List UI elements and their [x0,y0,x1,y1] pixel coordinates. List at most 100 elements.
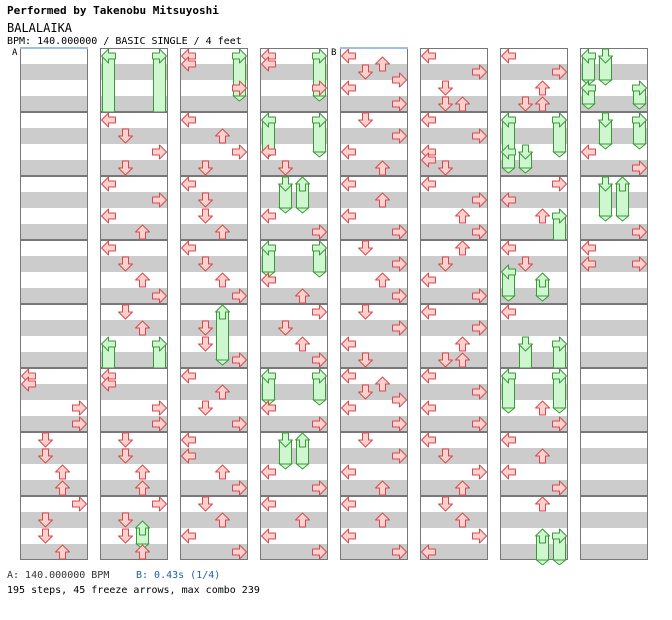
up-arrow-icon [55,480,70,496]
left-arrow-icon [261,240,276,256]
right-arrow-icon [232,416,247,432]
down-arrow-icon [278,432,293,448]
measure [420,48,488,112]
right-arrow-icon [472,224,487,240]
right-arrow-icon [232,480,247,496]
beat-stripe [580,416,648,432]
freeze-arrow-end [552,407,567,414]
measure-border [260,304,328,368]
measure-border [260,112,328,176]
beat-stripe [180,160,248,176]
measure-border [340,176,408,240]
beat-stripe [580,160,648,176]
beat-stripe [500,160,568,176]
measure-border [500,48,568,112]
left-arrow-icon [101,208,116,224]
right-arrow-icon [472,192,487,208]
measure [340,432,408,496]
down-arrow-icon [38,448,53,464]
beat-stripe [580,320,648,336]
measure [180,176,248,240]
freeze-arrow-end [632,143,647,150]
up-arrow-icon [215,304,230,320]
beat-stripe [100,224,168,240]
beat-stripe [20,160,88,176]
right-arrow-icon [232,352,247,368]
up-arrow-icon [455,512,470,528]
right-arrow-icon [552,336,567,352]
up-arrow-icon [295,336,310,352]
measure-border [180,304,248,368]
measure-border [20,368,88,432]
left-arrow-icon [261,368,276,384]
right-arrow-icon [392,392,407,408]
beat-stripe [580,192,648,208]
measure-border [20,176,88,240]
left-arrow-icon [21,376,36,392]
measure-border [340,304,408,368]
down-arrow-icon [598,176,613,192]
chart-stats: 195 steps, 45 freeze arrows, max combo 2… [7,585,260,596]
beat-stripe [500,544,568,560]
beat-stripe [260,256,328,272]
bpm-legend-a: A: 140.000000 BPM [7,570,110,581]
beat-stripe [340,288,408,304]
up-arrow-icon [215,272,230,288]
down-arrow-icon [118,128,133,144]
up-arrow-icon [135,480,150,496]
beat-stripe [20,512,88,528]
down-arrow-icon [278,176,293,192]
up-arrow-icon [135,272,150,288]
measure-border [180,432,248,496]
measure-border [580,304,648,368]
measure [20,304,88,368]
left-arrow-icon [261,400,276,416]
left-arrow-icon [421,544,436,560]
beat-stripe [420,320,488,336]
measure [500,48,568,112]
measure-border [260,240,328,304]
beat-stripe [260,320,328,336]
up-arrow-icon [215,224,230,240]
up-arrow-icon [215,128,230,144]
freeze-arrow-end [312,151,327,158]
right-arrow-icon [312,352,327,368]
left-arrow-icon [341,48,356,64]
measure [420,304,488,368]
freeze-arrow-end [278,207,293,214]
measure [260,240,328,304]
freeze-arrow-end [552,151,567,158]
beat-stripe [20,256,88,272]
measure-border [260,432,328,496]
beat-stripe [100,256,168,272]
beat-stripe [420,480,488,496]
measure [500,368,568,432]
beat-stripe [180,128,248,144]
left-arrow-icon [341,464,356,480]
measure [580,176,648,240]
beat-stripe [260,416,328,432]
beat-stripe [20,96,88,112]
measure [260,48,328,112]
right-arrow-icon [152,288,167,304]
up-arrow-icon [535,208,550,224]
left-arrow-icon [421,152,436,168]
stop-marker-b-label: B [331,48,337,58]
measure [20,176,88,240]
beat-stripe [580,224,648,240]
left-arrow-icon [181,56,196,72]
measure [180,48,248,112]
measure-border [500,304,568,368]
measure-border [260,48,328,112]
measure [340,240,408,304]
left-arrow-icon [501,432,516,448]
beat-stripe [180,288,248,304]
right-arrow-icon [552,112,567,128]
freeze-arrow-end [632,103,647,110]
beat-stripe [420,448,488,464]
right-arrow-icon [72,416,87,432]
measure [340,48,408,112]
measure [100,176,168,240]
up-arrow-icon [535,496,550,512]
left-arrow-icon [501,240,516,256]
